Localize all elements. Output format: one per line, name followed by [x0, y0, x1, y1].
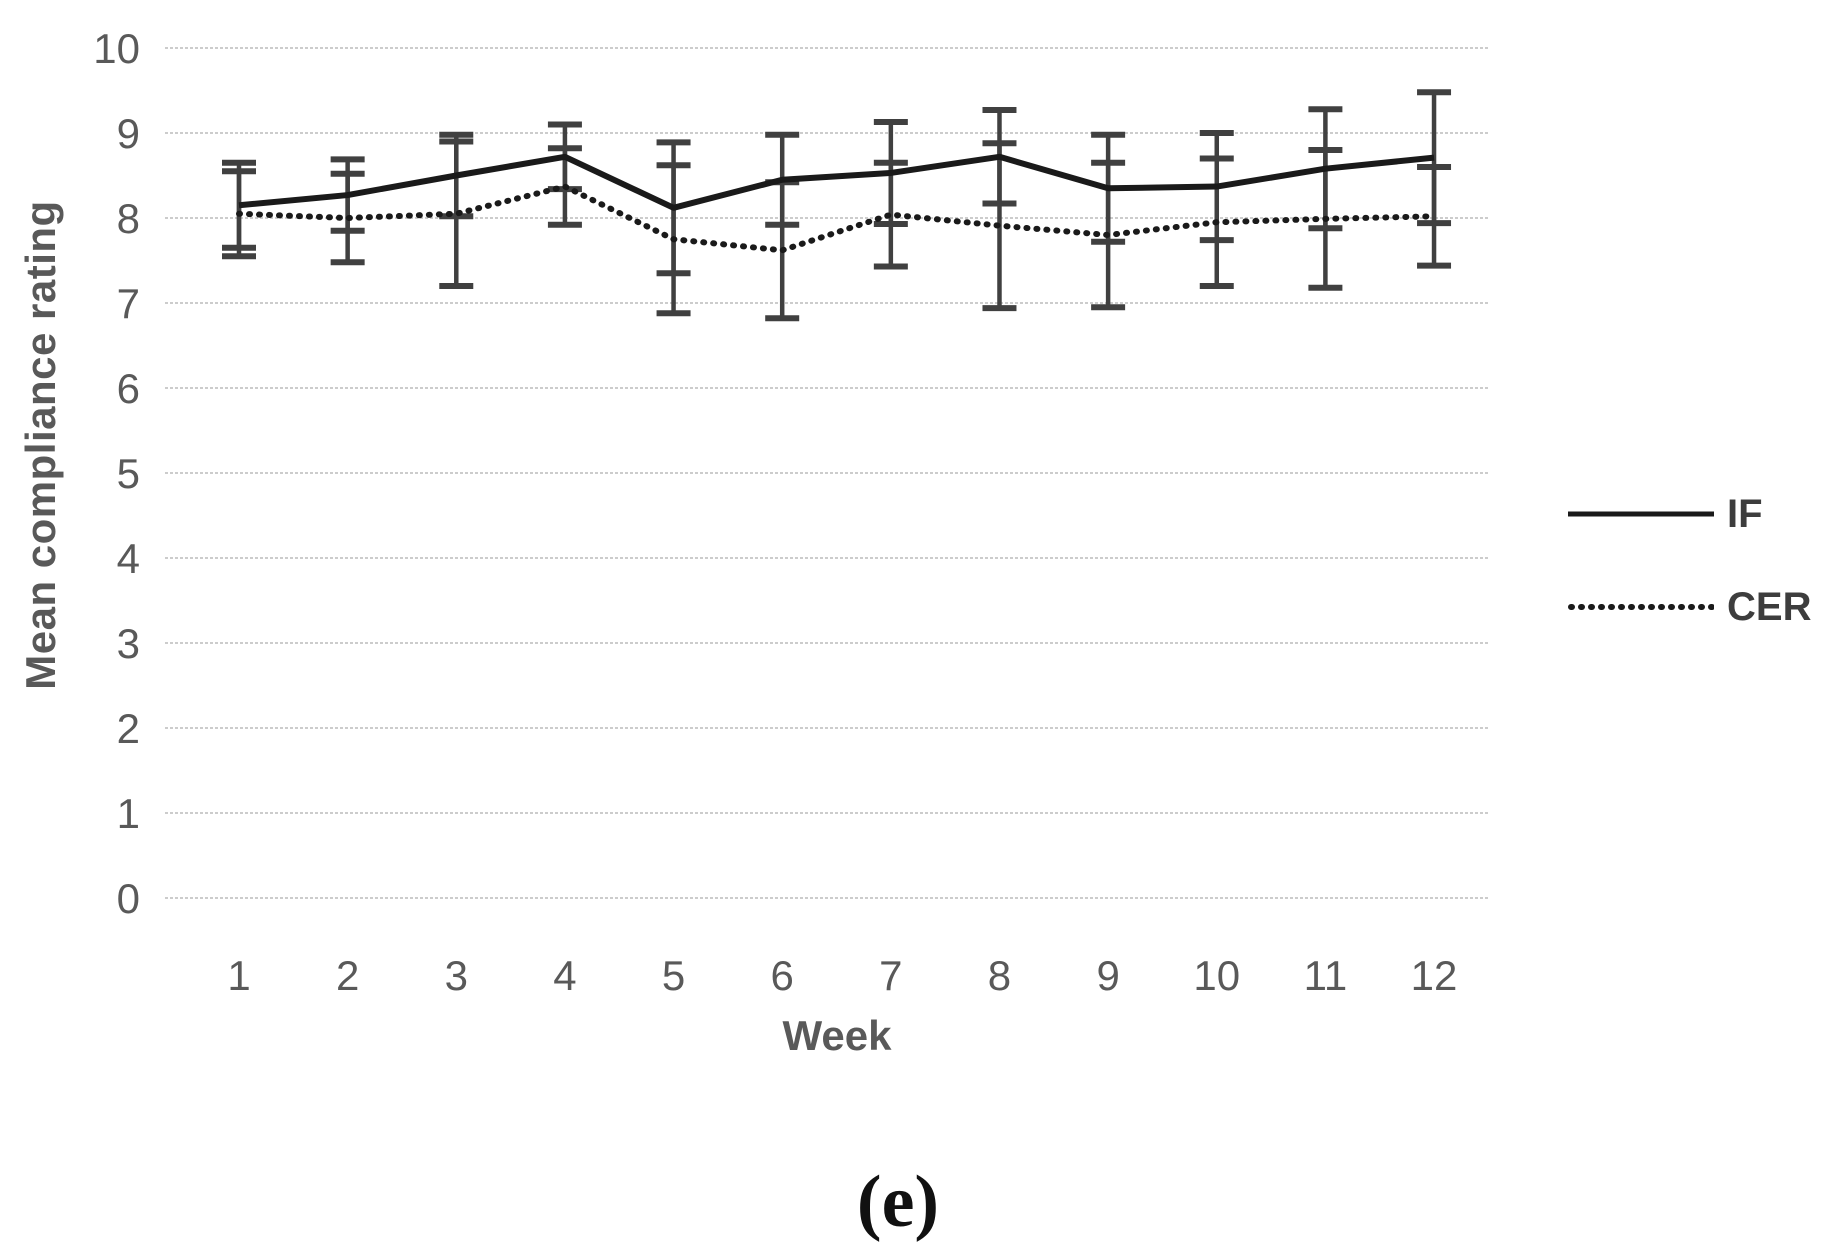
x-axis-title: Week	[782, 1012, 892, 1059]
legend-item-if: IF	[1568, 488, 1818, 540]
legend-cer-label: CER	[1727, 585, 1812, 629]
x-tick-label-5: 5	[662, 952, 685, 999]
x-tick-label-2: 2	[336, 952, 359, 999]
legend-cer-line-swatch	[1568, 604, 1714, 610]
y-tick-label-5: 5	[117, 450, 140, 497]
x-tick-label-4: 4	[553, 952, 576, 999]
x-tick-label-1: 1	[227, 952, 250, 999]
x-tick-label-11: 11	[1304, 952, 1348, 999]
legend-if-label: IF	[1727, 492, 1763, 536]
legend: IF CER	[1568, 488, 1818, 633]
x-tick-label-12: 12	[1411, 952, 1458, 999]
series-line-cer	[236, 183, 1438, 254]
y-axis-title: Mean compliance rating	[17, 200, 64, 690]
x-tick-label-3: 3	[445, 952, 468, 999]
y-tick-label-8: 8	[117, 195, 140, 242]
y-tick-label-6: 6	[117, 365, 140, 412]
figure-caption: (e)	[856, 1161, 940, 1243]
series-line-if	[238, 153, 1435, 211]
y-tick-label-3: 3	[117, 620, 140, 667]
y-tick-label-2: 2	[117, 705, 140, 752]
x-tick-label-9: 9	[1096, 952, 1119, 999]
error-bar-cer-week-12	[1417, 164, 1452, 269]
x-tick-label-10: 10	[1193, 952, 1240, 999]
y-tick-label-9: 9	[117, 110, 140, 157]
y-tick-label-10: 10	[93, 25, 140, 72]
x-tick-label-7: 7	[879, 952, 902, 999]
legend-item-cer: CER	[1568, 581, 1818, 633]
y-tick-label-0: 0	[117, 875, 140, 922]
y-tick-label-1: 1	[117, 790, 140, 837]
y-tick-label-4: 4	[117, 535, 140, 582]
x-tick-label-8: 8	[988, 952, 1011, 999]
legend-if-line-swatch	[1568, 511, 1714, 517]
y-tick-label-7: 7	[117, 280, 140, 327]
x-tick-label-6: 6	[771, 952, 794, 999]
